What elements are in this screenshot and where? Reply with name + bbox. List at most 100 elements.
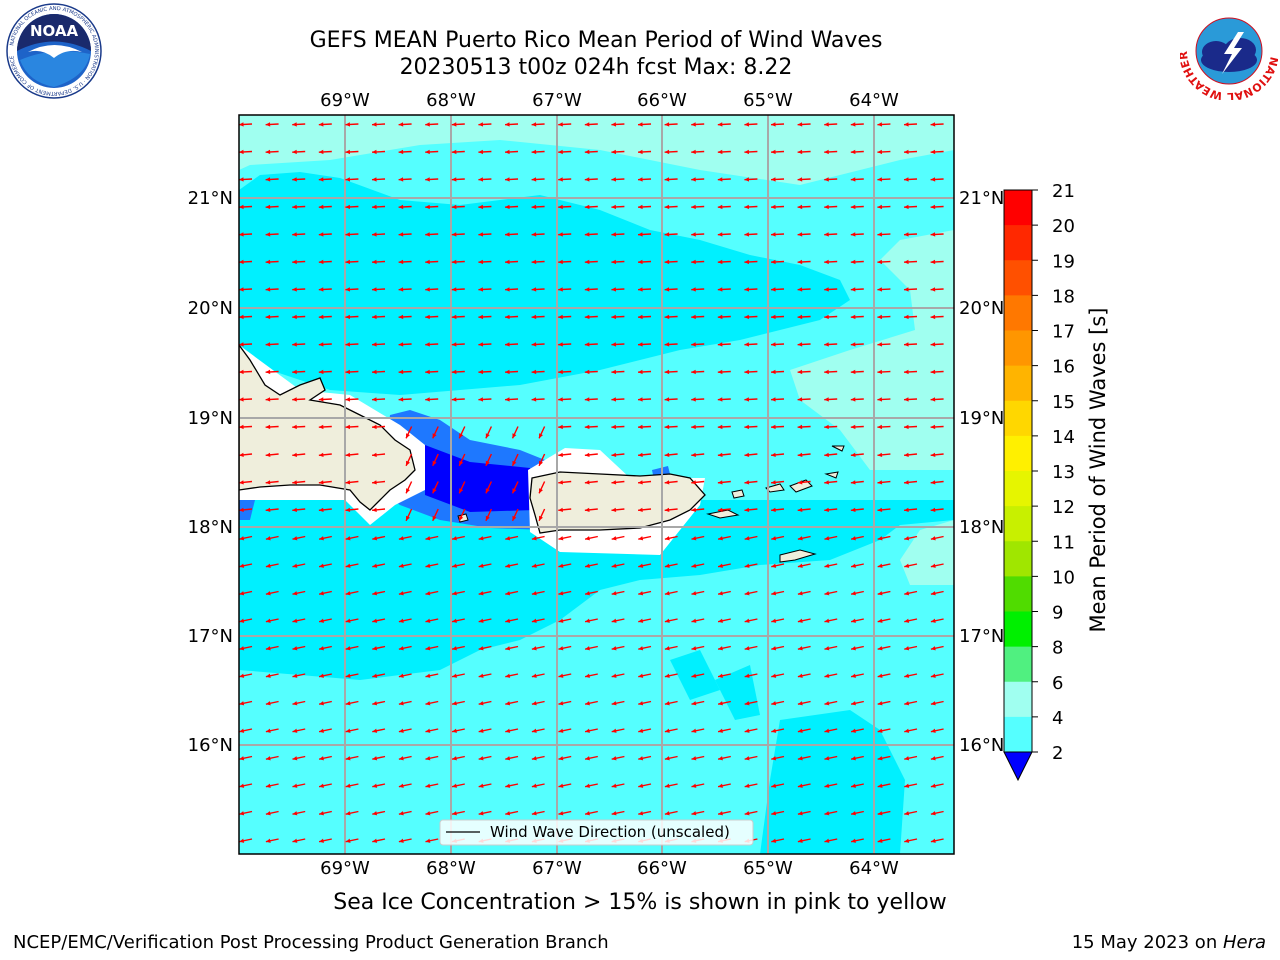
wave-direction-arrowhead (398, 701, 404, 706)
wave-direction-arrowhead (851, 563, 856, 568)
wave-direction-arrowhead (904, 480, 909, 485)
wave-direction-arrowhead (452, 591, 457, 596)
wave-direction-arrowhead (345, 673, 351, 678)
wave-direction-arrowhead (372, 369, 377, 375)
wave-direction-arrowhead (797, 480, 803, 485)
wave-direction-arrowhead (797, 149, 803, 155)
wave-direction-arrowhead (451, 259, 457, 265)
wave-direction-arrowhead (584, 507, 590, 513)
colorbar-tick-label: 13 (1052, 462, 1075, 483)
wave-direction-arrowhead (664, 314, 670, 320)
wave-direction-arrowhead (877, 728, 883, 733)
wave-direction-arrowhead (512, 460, 517, 466)
wave-direction-arrowhead (691, 259, 696, 265)
wave-direction-arrowhead (877, 507, 883, 513)
lat-labels-left: 21°N 20°N 19°N 18°N 17°N 16°N (188, 188, 233, 756)
wave-direction-arrowhead (584, 232, 590, 237)
wave-direction-arrowhead (638, 783, 644, 788)
wave-direction-arrowhead (638, 728, 644, 733)
wave-direction-arrowhead (930, 728, 936, 733)
colorbar-tick-label: 19 (1052, 251, 1075, 272)
wave-direction-arrowhead (505, 287, 510, 292)
wave-direction-arrowhead (372, 342, 377, 347)
wave-direction-arrowhead (850, 204, 856, 210)
wave-direction-arrowhead (797, 314, 803, 320)
wave-direction-arrowhead (318, 287, 324, 292)
wave-direction-arrowhead (345, 756, 351, 761)
wave-direction-arrowhead (372, 452, 377, 458)
wave-direction-arrowhead (558, 232, 563, 237)
wave-direction-arrowhead (691, 756, 697, 761)
wave-direction-arrowhead (558, 204, 563, 210)
wave-direction-arrowhead (451, 149, 457, 155)
wave-direction-arrowhead (531, 563, 537, 568)
wave-direction-arrowhead (239, 232, 244, 237)
wave-direction-arrowhead (505, 149, 510, 155)
wave-direction-arrowhead (638, 204, 643, 210)
wave-direction-arrowhead (345, 232, 351, 237)
wave-direction-arrowhead (292, 204, 297, 210)
wave-direction-arrowhead (372, 397, 377, 402)
svg-text:16°N: 16°N (188, 735, 233, 756)
wave-direction-arrowhead (558, 673, 564, 678)
wave-direction-arrowhead (930, 397, 936, 402)
wave-direction-arrowhead (877, 204, 883, 210)
wave-direction-arrowhead (717, 149, 723, 155)
wave-direction-arrowhead (611, 783, 617, 788)
svg-text:67°W: 67°W (532, 90, 582, 111)
wave-direction-arrowhead (558, 452, 563, 458)
lon-labels-top: 69°W 68°W 67°W 66°W 65°W 64°W (320, 90, 899, 111)
wave-direction-arrowhead (584, 122, 590, 127)
colorbar-tick-label: 4 (1052, 708, 1063, 729)
wave-direction-arrowhead (664, 149, 670, 155)
wave-direction-arrowhead (452, 783, 457, 788)
svg-text:69°W: 69°W (320, 858, 370, 879)
wave-direction-arrowhead (345, 701, 351, 706)
wave-direction-arrowhead (292, 563, 298, 568)
wave-direction-arrowhead (850, 397, 856, 402)
wave-direction-arrowhead (691, 397, 696, 402)
wave-direction-arrowhead (797, 618, 803, 623)
wave-direction-arrowhead (611, 536, 617, 541)
wave-direction-arrowhead (345, 287, 351, 292)
wave-direction-arrowhead (539, 433, 543, 439)
wave-direction-arrowhead (425, 397, 430, 402)
colorbar: 21 20 19 18 17 16 15 14 13 12 11 10 9 8 6 4 2 (1003, 181, 1075, 782)
colorbar-segment (1004, 435, 1032, 472)
wave-direction-arrowhead (930, 232, 936, 237)
wave-direction-arrowhead (398, 728, 404, 733)
wave-direction-arrowhead (877, 673, 883, 678)
wave-direction-arrowhead (505, 728, 511, 733)
wave-direction-arrowhead (319, 701, 324, 706)
wave-direction-arrowhead (398, 397, 404, 402)
colorbar-tick-label: 15 (1052, 392, 1075, 413)
colorbar-segment (1004, 541, 1032, 577)
wave-direction-arrowhead (930, 507, 936, 513)
svg-text:20°N: 20°N (959, 298, 1004, 319)
wave-direction-arrowhead (930, 259, 936, 265)
wave-direction-arrowhead (744, 204, 750, 210)
wave-direction-arrowhead (744, 618, 750, 623)
wave-direction-arrowhead (505, 342, 510, 347)
wave-direction-arrowhead (797, 342, 803, 347)
wave-direction-arrowhead (664, 507, 670, 513)
wave-direction-arrowhead (239, 536, 245, 541)
wave-direction-arrowhead (452, 563, 457, 568)
wave-direction-arrowhead (451, 122, 457, 127)
wave-direction-arrowhead (717, 507, 723, 513)
wave-direction-arrowhead (292, 480, 297, 485)
wave-direction-arrowhead (318, 342, 324, 347)
footer-date: 15 May 2023 on (1071, 932, 1223, 953)
wave-direction-arrowhead (372, 728, 378, 733)
wave-direction-arrowhead (292, 536, 298, 541)
wave-direction-arrowhead (292, 673, 298, 678)
svg-text:19°N: 19°N (188, 408, 233, 429)
wave-direction-arrowhead (744, 259, 750, 265)
wave-direction-arrowhead (345, 149, 351, 155)
wave-direction-arrowhead (584, 204, 590, 210)
wave-direction-arrowhead (611, 591, 617, 596)
wave-direction-arrowhead (451, 314, 457, 320)
wave-direction-arrowhead (771, 149, 776, 155)
wave-direction-arrowhead (505, 618, 511, 623)
wave-direction-arrowhead (398, 314, 404, 320)
